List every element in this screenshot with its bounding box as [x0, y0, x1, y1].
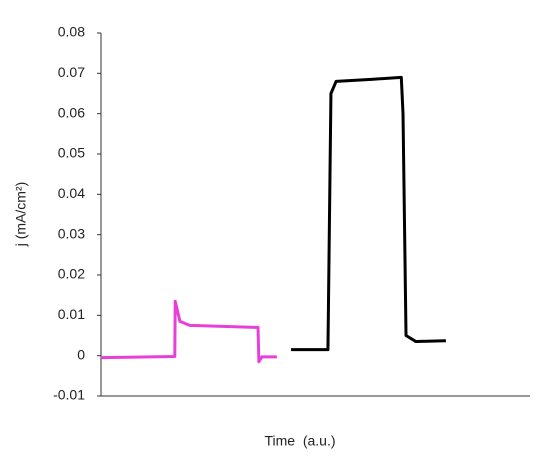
data-line	[100, 299, 277, 364]
y-tick-label: 0	[77, 346, 85, 362]
x-axis-label: Time (a.u.)	[264, 433, 335, 449]
y-tick-label: 0.03	[58, 225, 85, 241]
y-tick-label: 0.07	[58, 64, 85, 80]
y-axis-label: j (mA/cm²)	[13, 182, 29, 248]
y-tick-label: -0.01	[53, 387, 85, 403]
y-tick-label: 0.05	[58, 145, 85, 161]
y-tick-label: 0.01	[58, 306, 85, 322]
y-tick-label: 0.04	[58, 185, 85, 201]
y-tick-label: 0.06	[58, 104, 85, 120]
data-line	[291, 75, 446, 352]
y-tick-label: 0.02	[58, 266, 85, 282]
y-tick-label: 0.08	[58, 24, 85, 40]
